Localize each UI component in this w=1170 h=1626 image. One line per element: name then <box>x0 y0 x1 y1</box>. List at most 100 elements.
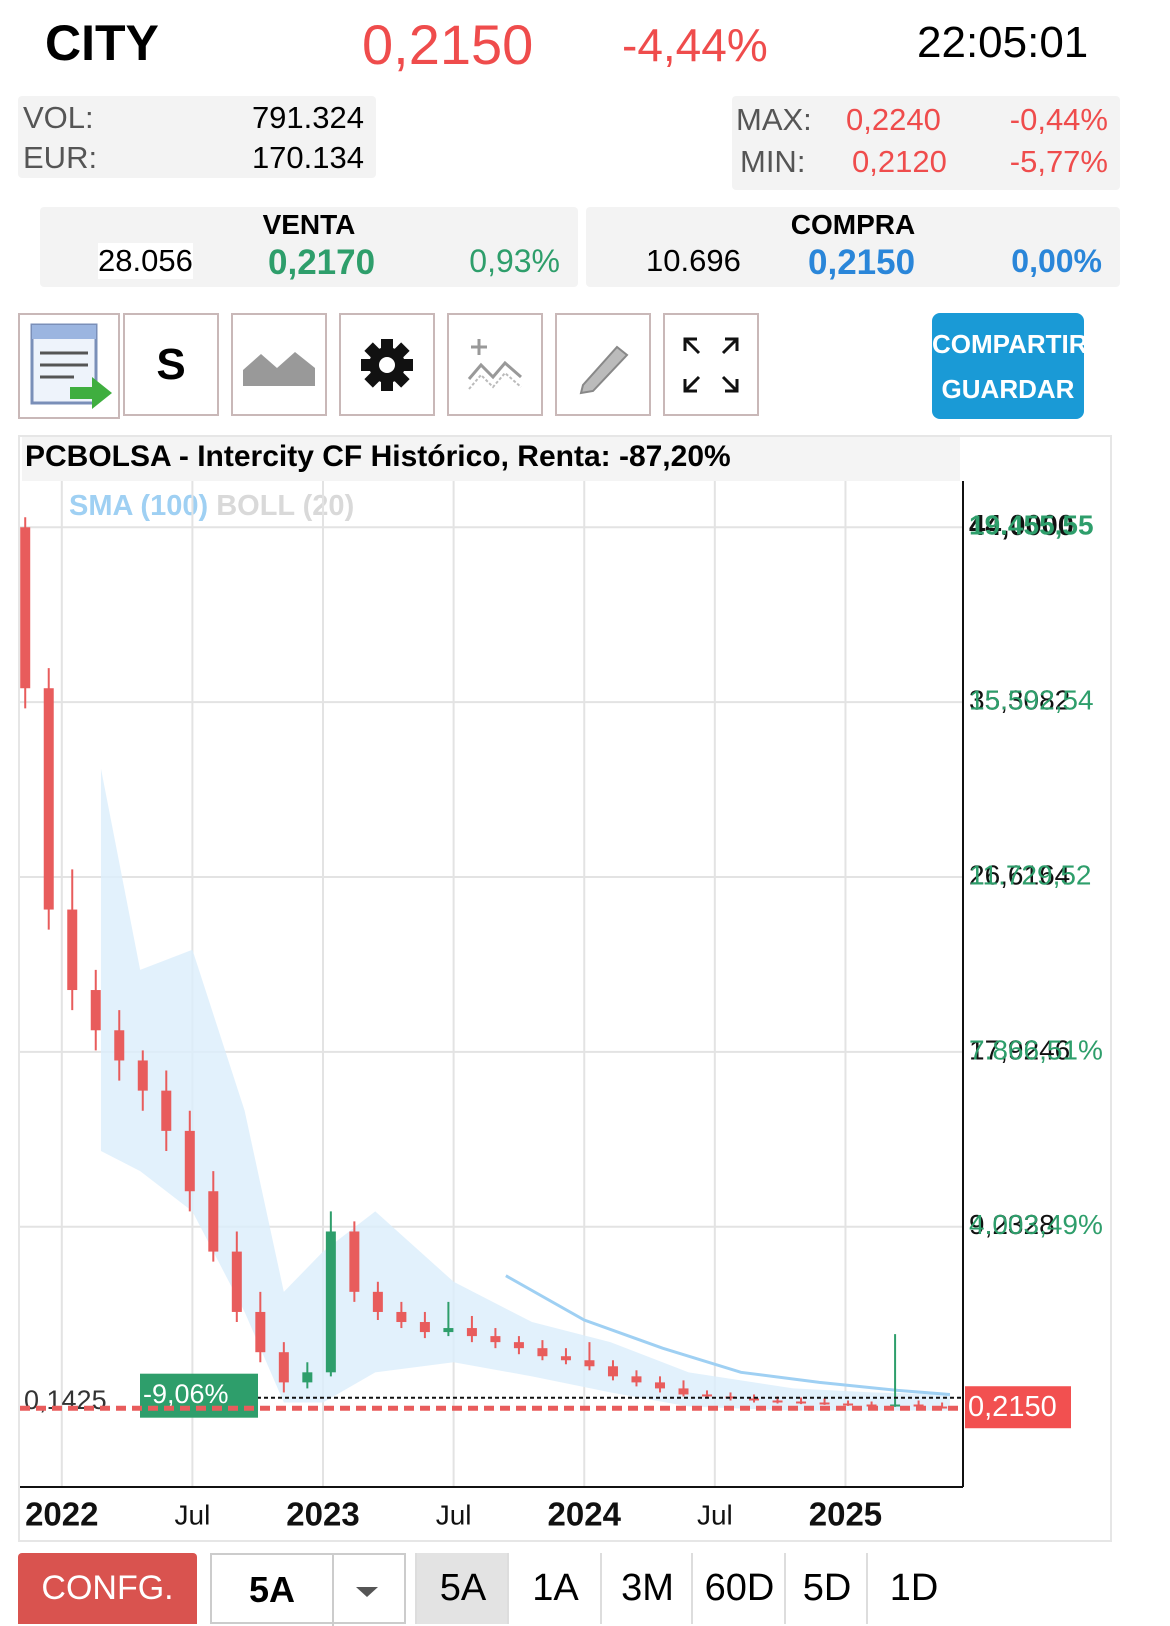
candle-body <box>466 1328 477 1337</box>
value: 0,2120 <box>852 144 947 179</box>
price-tag-label: 0,2150 <box>968 1391 1057 1423</box>
export-button[interactable] <box>18 313 120 419</box>
y-tick-label: 26,6164 <box>969 859 1070 890</box>
dropdown-arrow[interactable] <box>352 1581 382 1601</box>
y-tick-label: 44,0000 <box>969 510 1074 542</box>
fullscreen-button[interactable] <box>663 313 759 416</box>
candle-body <box>325 1231 336 1373</box>
candle-body <box>654 1382 665 1389</box>
candle-body <box>137 1060 148 1091</box>
x-tick-label: 2023 <box>286 1496 359 1533</box>
icon <box>30 323 112 409</box>
candle-body <box>678 1388 689 1395</box>
chart-title: PCBOLSA - Intercity CF Histórico, Renta:… <box>25 440 731 473</box>
chart-frame <box>18 435 1112 1542</box>
qty: 10.696 <box>646 243 741 278</box>
candle-body <box>584 1360 595 1367</box>
label: VOL: <box>23 100 94 135</box>
icon <box>683 337 739 392</box>
y-tick-label: 35,3082 <box>969 685 1070 716</box>
price: 0,2170 <box>268 243 376 282</box>
candle-body <box>537 1348 548 1357</box>
range-box: MAX: 0,2240 -0,44% MIN: 0,2120 -5,77% <box>732 96 1120 190</box>
value: -5,77% <box>1009 144 1108 179</box>
x-tick-label: Jul <box>697 1499 733 1530</box>
share[interactable]: COMPARTIR <box>932 329 1088 359</box>
value: 170.134 <box>251 140 364 175</box>
label: EUR: <box>23 140 98 175</box>
range-tab[interactable]: 60D <box>691 1553 786 1624</box>
range-tab[interactable]: 1D <box>866 1553 960 1624</box>
x-tick-label: 2025 <box>809 1496 882 1533</box>
candle-body <box>419 1322 430 1333</box>
save[interactable]: GUARDAR <box>941 374 1075 404</box>
candle-body <box>513 1342 524 1349</box>
settings-button[interactable] <box>339 313 435 416</box>
y2-tick-label: 4.003,49% <box>969 1209 1103 1240</box>
icon <box>579 345 629 394</box>
sma-line <box>505 1274 951 1396</box>
divider <box>332 1555 334 1626</box>
y2-tick-label: 7.866,51% <box>969 1034 1103 1065</box>
value: -0,44% <box>1009 102 1108 137</box>
candle-body <box>90 990 101 1031</box>
range-value[interactable]: 5A <box>248 1569 296 1610</box>
s-button[interactable]: S <box>123 313 219 416</box>
qty: 28.056 <box>98 243 193 279</box>
change: -4,44% <box>622 19 768 71</box>
change: 0,93% <box>469 243 560 279</box>
draw-button[interactable] <box>555 313 651 416</box>
candle-body <box>184 1130 195 1192</box>
candle-body <box>490 1336 501 1343</box>
icon <box>361 338 413 391</box>
icon <box>243 351 315 386</box>
x-tick-label: 2022 <box>25 1496 98 1533</box>
indicator-button[interactable] <box>447 313 543 416</box>
range-tab[interactable]: 5D <box>784 1553 868 1624</box>
range-tab[interactable]: 5A <box>415 1553 509 1624</box>
range-tab[interactable]: 3M <box>600 1553 693 1624</box>
change: 0,00% <box>1011 243 1102 279</box>
config-button[interactable]: CONFG. <box>18 1553 197 1624</box>
candle-body <box>302 1372 313 1383</box>
candle-body <box>702 1394 713 1397</box>
candle-body <box>20 527 31 689</box>
candle-body <box>937 1406 948 1409</box>
area-button[interactable] <box>231 313 327 416</box>
indicator-legend: SMA (100) BOLL (20) <box>69 490 354 523</box>
candle-body <box>772 1400 783 1403</box>
label: MAX: <box>736 102 812 137</box>
reference-change: -9,06% <box>143 1379 229 1409</box>
y-tick-label: 17,9246 <box>969 1034 1070 1065</box>
candle-body <box>890 1404 901 1407</box>
range-tab[interactable]: 1A <box>507 1553 602 1624</box>
candle-body <box>749 1398 760 1401</box>
candle-body <box>278 1352 289 1383</box>
value: 791.324 <box>251 100 364 135</box>
y2-tick-label: 15.592,54 <box>969 685 1094 716</box>
title-bar <box>22 437 960 481</box>
range-select[interactable]: 5A <box>210 1553 406 1626</box>
bollinger-band <box>100 768 950 1411</box>
candle-body <box>372 1291 383 1312</box>
volume-box: VOL: 791.324 EUR: 170.134 <box>18 96 376 178</box>
compra-box: COMPRA 10.696 0,2150 0,00% <box>586 207 1120 287</box>
x-tick-label: Jul <box>175 1499 211 1530</box>
candle-body <box>843 1403 854 1406</box>
candle-body <box>725 1396 736 1399</box>
candle-body <box>349 1231 360 1292</box>
legend-entry: BOLL (20) <box>216 490 355 522</box>
candle-body <box>161 1090 172 1131</box>
candle-body <box>631 1376 642 1383</box>
candle-body <box>67 909 78 991</box>
icon <box>467 338 522 390</box>
x-tick-label: 2024 <box>548 1496 622 1533</box>
candle-body <box>255 1311 266 1353</box>
share-save-button[interactable]: COMPARTIR GUARDAR <box>932 313 1088 419</box>
y2-tick-label: 11.729,52 <box>969 859 1092 890</box>
ticker: CITY <box>45 15 159 71</box>
candle-body <box>43 688 54 910</box>
candle-body <box>866 1404 877 1407</box>
